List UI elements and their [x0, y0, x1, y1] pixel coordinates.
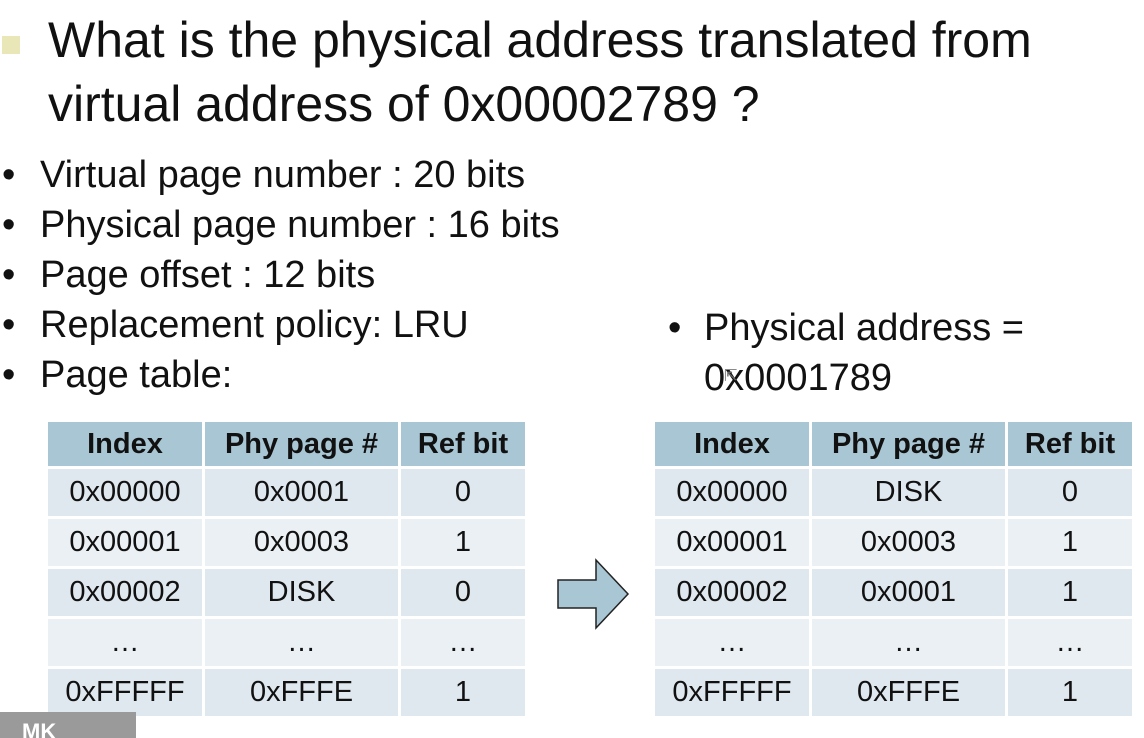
table-header-row: Index Phy page # Ref bit	[655, 422, 1132, 466]
table-cell: 1	[401, 519, 525, 566]
table-cell: 0xFFFFF	[655, 669, 809, 716]
right-arrow-icon	[557, 558, 630, 630]
table-row: 0xFFFFF 0xFFFE 1	[655, 669, 1132, 716]
bullet-item: • Page offset : 12 bits	[0, 250, 560, 300]
table-cell: 1	[401, 669, 525, 716]
bullet-list: • Virtual page number : 20 bits • Physical…	[0, 150, 560, 400]
table-cell: 0x00002	[655, 569, 809, 616]
column-header: Phy page #	[812, 422, 1005, 466]
table-cell: 0x0003	[205, 519, 398, 566]
table-cell: 0x00002	[48, 569, 202, 616]
table-row: 0x00002 0x0001 1	[655, 569, 1132, 616]
table-row: 0x00000 0x0001 0	[48, 469, 525, 516]
table-row: … … …	[48, 619, 525, 666]
bullet-text: Page table:	[40, 354, 233, 396]
table-cell: …	[401, 619, 525, 666]
bullet-dot: •	[668, 307, 682, 349]
table-cell: …	[812, 619, 1005, 666]
table-cell: 0xFFFE	[812, 669, 1005, 716]
table-cell: 0x00000	[48, 469, 202, 516]
bullet-item: • Virtual page number : 20 bits	[0, 150, 560, 200]
page-table-after: Index Phy page # Ref bit 0x00000 DISK 0 …	[652, 419, 1135, 719]
table-cell: 0	[1008, 469, 1132, 516]
column-header: Index	[655, 422, 809, 466]
table-cell: 0xFFFE	[205, 669, 398, 716]
right-arrow-shape	[557, 558, 630, 630]
table-cell: 1	[1008, 669, 1132, 716]
table-cell: …	[205, 619, 398, 666]
table-cell: 1	[1008, 569, 1132, 616]
bullet-text: Physical page number : 16 bits	[40, 204, 560, 246]
bullet-item: • Physical page number : 16 bits	[0, 200, 560, 250]
bullet-dot: •	[2, 204, 16, 246]
table-cell: 0x00001	[48, 519, 202, 566]
table-row: 0xFFFFF 0xFFFE 1	[48, 669, 525, 716]
table-cell: …	[48, 619, 202, 666]
bullet-dot: •	[2, 304, 16, 346]
bullet-item: • Page table:	[0, 350, 560, 400]
answer-label: Physical address =	[704, 307, 1024, 349]
column-header: Phy page #	[205, 422, 398, 466]
table-row: … … …	[655, 619, 1132, 666]
table-cell: …	[655, 619, 809, 666]
column-header: Ref bit	[401, 422, 525, 466]
table-row: 0x00002 DISK 0	[48, 569, 525, 616]
bullet-item: • Replacement policy: LRU	[0, 300, 560, 350]
column-header: Index	[48, 422, 202, 466]
table-row: 0x00001 0x0003 1	[655, 519, 1132, 566]
table-cell: 1	[1008, 519, 1132, 566]
table-cell: DISK	[205, 569, 398, 616]
title-bullet-square	[2, 36, 20, 54]
table-cell: 0x00000	[655, 469, 809, 516]
table-row: 0x00001 0x0003 1	[48, 519, 525, 566]
table-cell: 0	[401, 469, 525, 516]
bullet-dot: •	[2, 354, 16, 396]
table-header-row: Index Phy page # Ref bit	[48, 422, 525, 466]
table-row: 0x00000 DISK 0	[655, 469, 1132, 516]
table-cell: …	[1008, 619, 1132, 666]
bullet-text: Page offset : 12 bits	[40, 254, 376, 296]
table-cell: 0xFFFFF	[48, 669, 202, 716]
table-cell: 0x0001	[812, 569, 1005, 616]
table-cell: 0x0003	[812, 519, 1005, 566]
answer-value: 0x0001789	[704, 357, 893, 399]
column-header: Ref bit	[1008, 422, 1132, 466]
bullet-text: Virtual page number : 20 bits	[40, 154, 526, 196]
table-cell: DISK	[812, 469, 1005, 516]
slide-title: What is the physical address translated …	[48, 12, 1032, 132]
publisher-logo: MK	[0, 712, 136, 738]
table-cell: 0	[401, 569, 525, 616]
mouse-cursor-icon: ⇱	[724, 368, 738, 385]
table-cell: 0x00001	[655, 519, 809, 566]
table-cell: 0x0001	[205, 469, 398, 516]
page-table-before: Index Phy page # Ref bit 0x00000 0x0001 …	[45, 419, 528, 719]
bullet-dot: •	[2, 254, 16, 296]
bullet-dot: •	[2, 154, 16, 196]
bullet-text: Replacement policy: LRU	[40, 304, 469, 346]
